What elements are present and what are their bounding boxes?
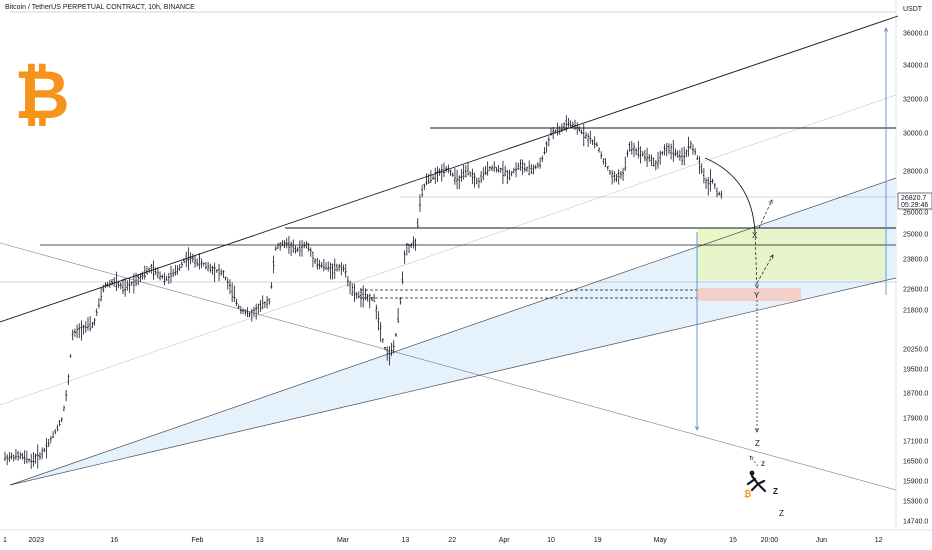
time-tick-label: 13 bbox=[256, 537, 264, 544]
falling-figure-icon: ₿ bbox=[744, 470, 767, 500]
wave-labels: X Y Z Z Zz bbox=[752, 231, 784, 518]
wave-label: Z bbox=[773, 487, 778, 496]
price-tick-label: 30000.0 bbox=[903, 131, 928, 138]
price-tick-label: 14740.0 bbox=[903, 519, 928, 526]
svg-text:₿: ₿ bbox=[744, 489, 751, 500]
time-tick-label: 20:00 bbox=[761, 537, 779, 544]
time-tick-label: 15 bbox=[729, 537, 737, 544]
price-tick-label: 20250.0 bbox=[903, 347, 928, 354]
upside-target-arrow-head bbox=[883, 26, 889, 32]
wave-label: z bbox=[761, 459, 765, 468]
time-tick-label: 19 bbox=[594, 537, 602, 544]
price-tick-label: 15900.0 bbox=[903, 479, 928, 486]
price-tick-label: 23800.0 bbox=[903, 257, 928, 264]
wave-label: Z bbox=[755, 439, 760, 448]
dashed-arrow-x-to-y bbox=[754, 231, 758, 289]
price-tick-label: 17900.0 bbox=[903, 416, 928, 423]
price-tick-label: 22600.0 bbox=[903, 287, 928, 294]
dashed-arrow-y-up bbox=[756, 254, 774, 284]
wave-label: Y bbox=[754, 291, 760, 300]
time-tick-label: 1 bbox=[3, 537, 7, 544]
price-bars bbox=[4, 115, 723, 469]
projection-arrows bbox=[694, 26, 889, 467]
fan-lower-trendline bbox=[9, 277, 897, 486]
time-tick-label: Apr bbox=[499, 537, 511, 544]
price-tick-label: 26000.0 bbox=[903, 210, 928, 217]
chart-title: Bitcoin / TetherUS PERPETUAL CONTRACT, 1… bbox=[5, 4, 195, 11]
downside-target-arrow-head bbox=[694, 426, 700, 432]
price-tick-label: 25000.0 bbox=[903, 232, 928, 239]
price-tick-label: 15300.0 bbox=[903, 499, 928, 506]
time-tick-label: 13 bbox=[402, 537, 410, 544]
time-tick-label: Mar bbox=[337, 537, 350, 544]
price-tick-label: 18700.0 bbox=[903, 391, 928, 398]
bitcoin-logo-icon: ₿ bbox=[14, 56, 69, 135]
currency-label: USDT bbox=[903, 6, 923, 13]
time-tick-label: 12 bbox=[875, 537, 883, 544]
dashed-arrow-x-to-y-head bbox=[754, 284, 759, 289]
fan-upper-trendline bbox=[9, 177, 897, 486]
time-tick-label: May bbox=[654, 537, 668, 544]
time-tick-label: Jun bbox=[816, 537, 827, 544]
time-tick-label: 2023 bbox=[28, 537, 44, 544]
dashed-arrow-y-up-head bbox=[769, 254, 774, 260]
bar-countdown: 05:29:46 bbox=[901, 202, 928, 209]
time-tick-label: 10 bbox=[547, 537, 555, 544]
target-zone-box bbox=[697, 288, 801, 301]
price-tick-label: 28000.0 bbox=[903, 169, 928, 176]
time-tick-label: Feb bbox=[191, 537, 203, 544]
dashed-arrow-x-up bbox=[758, 199, 773, 229]
dashed-arrow-y-to-z-head bbox=[754, 428, 760, 433]
price-tick-label: 36000.0 bbox=[903, 31, 928, 38]
dashed-arrow-z-small bbox=[749, 455, 759, 467]
dashed-arrow-z-small-head bbox=[749, 455, 754, 460]
price-tick-label: 32000.0 bbox=[903, 97, 928, 104]
price-tick-label: 17100.0 bbox=[903, 439, 928, 446]
time-tick-label: 16 bbox=[110, 537, 118, 544]
last-price-value: 26820.7 bbox=[901, 195, 926, 202]
time-axis[interactable]: 1 2023 16 Feb 13 Mar 13 22 Apr 10 19 May 15 20:00 Jun 1… bbox=[3, 537, 883, 544]
price-tick-label: 34000.0 bbox=[903, 63, 928, 70]
wave-label: Z bbox=[779, 509, 784, 518]
dashed-arrow-x-up-head bbox=[768, 199, 773, 205]
wave-label: X bbox=[752, 231, 758, 240]
projection-arc bbox=[704, 157, 756, 233]
time-tick-label: 22 bbox=[448, 537, 456, 544]
price-tick-label: 16500.0 bbox=[903, 459, 928, 466]
price-axis[interactable]: 36000.0 34000.0 32000.0 30000.0 28000.0 26000… bbox=[903, 31, 928, 526]
descending-trendline bbox=[0, 242, 897, 491]
last-price-tag: 26820.7 05:29:46 bbox=[897, 192, 932, 210]
price-tick-label: 19500.0 bbox=[903, 367, 928, 374]
support-zone-box bbox=[697, 228, 885, 280]
mid-channel-trendline bbox=[0, 94, 897, 406]
price-tick-label: 21800.0 bbox=[903, 308, 928, 315]
